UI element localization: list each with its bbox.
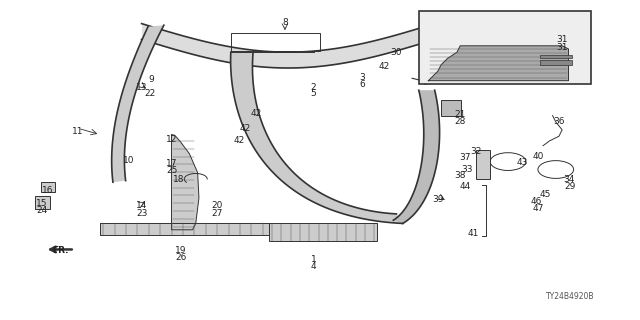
Text: 13: 13 [136, 83, 147, 92]
Text: 42: 42 [251, 108, 262, 117]
Text: 44: 44 [460, 181, 471, 190]
Polygon shape [428, 46, 568, 81]
Text: 20: 20 [211, 202, 223, 211]
Polygon shape [394, 90, 440, 223]
Text: 31: 31 [556, 35, 568, 44]
Text: 5: 5 [311, 89, 317, 98]
Bar [419, 11, 591, 84]
Text: 21: 21 [454, 109, 466, 118]
Text: 27: 27 [211, 209, 223, 218]
Text: 23: 23 [136, 209, 147, 218]
Text: 36: 36 [553, 117, 564, 126]
Text: 29: 29 [564, 181, 576, 190]
Text: 3: 3 [359, 73, 365, 82]
Text: 6: 6 [359, 80, 365, 89]
Text: 28: 28 [454, 117, 466, 126]
Text: 43: 43 [517, 158, 529, 167]
Text: 31: 31 [556, 43, 568, 52]
Text: 45: 45 [540, 190, 550, 199]
Text: 40: 40 [533, 152, 544, 161]
Text: 22: 22 [144, 89, 156, 98]
Text: 18: 18 [173, 174, 184, 184]
Polygon shape [172, 135, 199, 230]
Text: 14: 14 [136, 202, 147, 211]
Bar [41, 181, 55, 192]
Bar [441, 100, 461, 116]
Bar [540, 55, 572, 59]
Text: 46: 46 [531, 197, 542, 206]
Text: 42: 42 [234, 136, 244, 146]
Text: 9: 9 [148, 75, 154, 84]
Text: 39: 39 [433, 195, 444, 204]
Text: 24: 24 [36, 206, 48, 215]
Polygon shape [230, 52, 403, 223]
Polygon shape [111, 25, 164, 182]
Text: 1: 1 [311, 255, 317, 264]
Text: 47: 47 [533, 204, 544, 213]
Text: 42: 42 [240, 124, 251, 133]
Text: 32: 32 [470, 147, 482, 156]
Bar [231, 33, 320, 51]
Bar [540, 60, 572, 65]
Text: 41: 41 [467, 229, 479, 238]
Bar [476, 150, 490, 179]
Text: 8: 8 [282, 18, 288, 27]
Bar [35, 196, 51, 209]
Text: 17: 17 [166, 159, 178, 168]
Text: 34: 34 [563, 174, 574, 184]
Text: 38: 38 [454, 172, 466, 180]
Text: 2: 2 [311, 83, 316, 92]
Text: 11: 11 [72, 127, 84, 136]
Text: 26: 26 [175, 253, 187, 262]
Bar [269, 223, 378, 241]
Text: 42: 42 [378, 62, 389, 71]
Text: 4: 4 [311, 262, 316, 271]
Text: 37: 37 [460, 153, 471, 162]
Text: FR.: FR. [52, 246, 69, 255]
Text: 30: 30 [390, 48, 402, 57]
Text: 15: 15 [36, 199, 48, 208]
Text: 19: 19 [175, 246, 187, 255]
Text: 16: 16 [42, 186, 54, 195]
Text: 10: 10 [123, 156, 134, 164]
Text: TY24B4920B: TY24B4920B [545, 292, 594, 301]
Text: 12: 12 [166, 135, 177, 144]
Text: 25: 25 [166, 166, 178, 175]
Text: 33: 33 [461, 165, 472, 174]
Polygon shape [100, 223, 269, 235]
